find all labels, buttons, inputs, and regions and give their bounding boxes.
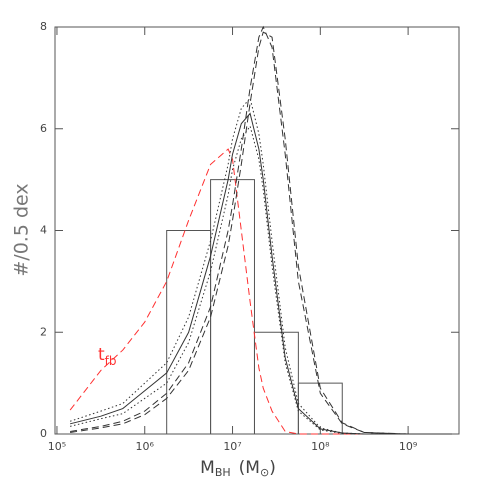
x-label-unit-sub: ⊙ (260, 466, 269, 479)
series-line (70, 31, 452, 435)
series-line (69, 97, 452, 435)
y-axis-label: #/0.5 dex (11, 183, 33, 276)
annotation: tfb (98, 345, 117, 368)
series-line (69, 125, 452, 435)
series-line (69, 148, 452, 435)
y-tick-label: 2 (40, 325, 47, 338)
y-tick-label: 8 (40, 20, 47, 33)
x-tick-label: 10⁹ (399, 440, 417, 453)
y-tick-label: 0 (40, 427, 47, 440)
y-tick-label: 4 (40, 224, 47, 237)
x-tick-label: 10⁸ (311, 440, 330, 453)
x-label-close: ) (269, 458, 276, 478)
series-line (70, 25, 452, 435)
x-label-symbol: M (200, 458, 215, 478)
x-label-sub: BH (215, 466, 231, 479)
plot-frame (54, 26, 460, 435)
x-tick-label: 10⁵ (48, 440, 66, 453)
series-line (69, 112, 452, 435)
x-tick-label: 10⁷ (223, 440, 241, 453)
annotation-main: t (98, 345, 105, 365)
x-label-unit: (M (239, 458, 260, 478)
x-axis-label: MBH (M⊙) (200, 458, 276, 479)
annotation-sub: fb (105, 354, 117, 368)
x-tick-label: 10⁶ (136, 440, 155, 453)
y-tick-label: 6 (40, 122, 47, 135)
